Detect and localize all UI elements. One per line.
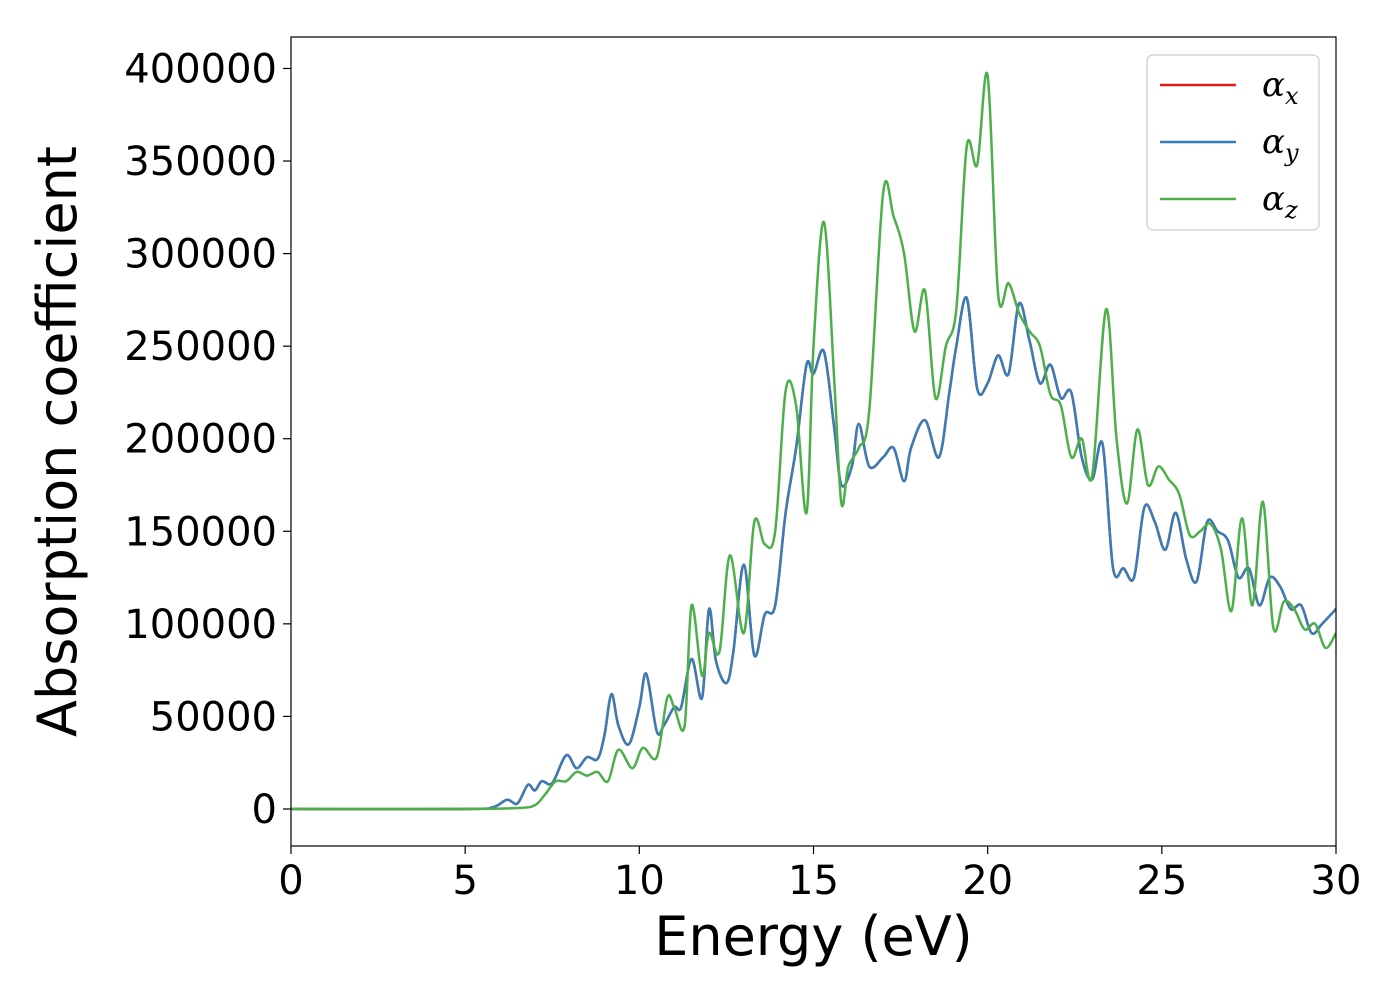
x-tick-label: 15 <box>788 858 839 904</box>
y-tick-label: 150000 <box>124 509 277 555</box>
x-tick-label: 10 <box>614 858 665 904</box>
x-tick-label: 0 <box>278 858 303 904</box>
y-tick-label: 100000 <box>124 602 277 648</box>
y-tick-label: 400000 <box>124 46 277 92</box>
legend-label-main: α <box>1262 179 1285 219</box>
legend-label-sub: x <box>1285 82 1299 110</box>
y-tick-label: 250000 <box>124 324 277 370</box>
legend-label-sub: z <box>1284 196 1298 224</box>
y-tick-label: 300000 <box>124 232 277 278</box>
y-tick-label: 0 <box>252 787 277 833</box>
x-tick-label: 5 <box>452 858 477 904</box>
series-lines <box>291 71 1336 811</box>
legend-label-z: αz <box>1262 179 1298 224</box>
legend-label-main: α <box>1262 65 1285 105</box>
series-line-z <box>291 71 1336 811</box>
y-axis-label: Absorption coefficient <box>26 146 89 737</box>
x-tick-label: 20 <box>962 858 1013 904</box>
x-tick-label: 25 <box>1136 858 1187 904</box>
legend-label-main: α <box>1262 122 1285 162</box>
legend-label-sub: y <box>1284 139 1299 167</box>
series-line-y <box>291 296 1336 811</box>
x-axis-ticks: 0 5 10 15 20 25 30 <box>278 846 1361 904</box>
y-tick-label: 200000 <box>124 417 277 463</box>
x-axis-label: Energy (eV) <box>654 905 973 968</box>
y-axis-ticks: 0 50000 100000 150000 200000 250000 300000 3500… <box>124 46 291 833</box>
y-tick-label: 50000 <box>150 694 277 740</box>
legend-label-y: αy <box>1262 122 1299 167</box>
legend-label-x: αx <box>1262 65 1299 110</box>
x-tick-label: 30 <box>1311 858 1362 904</box>
y-tick-label: 350000 <box>124 139 277 185</box>
